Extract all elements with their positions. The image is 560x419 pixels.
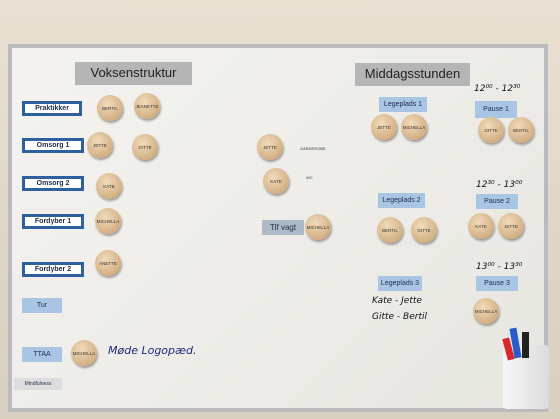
role-label: Fordyber 1 [22, 214, 84, 229]
magnet: MICHELLA [95, 208, 121, 234]
time: 12³⁰ - 13⁰⁰ [476, 180, 523, 190]
magnet: MICHELLA [473, 298, 499, 324]
magnet: JETTE [498, 213, 524, 239]
magnet: MICHELLA [401, 114, 427, 140]
role-label: TTAA [22, 347, 62, 362]
handwritten-note: Kate - Jette [372, 296, 422, 306]
role-label: Praktikker [22, 101, 82, 116]
role-label: Mindfulness [14, 378, 62, 390]
role-label: Fordyber 2 [22, 262, 84, 277]
magnet: GITTE [132, 134, 158, 160]
role-label: Omsorg 1 [22, 138, 84, 153]
magnet: GITTE [411, 217, 437, 243]
magnet: JETTE [257, 134, 283, 160]
break-label: Pause 1 [475, 101, 517, 118]
note: WC [306, 175, 313, 180]
note: GARDEROBE [300, 146, 326, 151]
playground-label: Legeplads 3 [378, 276, 422, 291]
role-label: Omsorg 2 [22, 176, 84, 191]
magnet: JEANETTE [134, 93, 160, 119]
magnet: BERTIL [377, 217, 403, 243]
handwritten-note: Gitte - Bertil [372, 312, 427, 322]
magnet: BERTIL [97, 95, 123, 121]
magnet: KATE [263, 168, 289, 194]
magnet: KATE [96, 173, 122, 199]
playground-label: Legeplads 2 [378, 193, 425, 208]
break-label: Pause 3 [476, 276, 518, 291]
label: Tlf vagt [262, 220, 304, 235]
magnet: MICHELLA [305, 214, 331, 240]
time: 12⁰⁰ - 12³⁰ [474, 84, 521, 94]
magnet: KATE [468, 213, 494, 239]
role-label: Tur [22, 298, 62, 313]
handwritten-note: Møde Logopæd. [108, 344, 197, 357]
magnet: GITTE [478, 117, 504, 143]
magnet: JETTE [87, 132, 113, 158]
playground-label: Legeplads 1 [379, 97, 427, 112]
marker [522, 332, 529, 358]
magnet: BERTIL [508, 117, 534, 143]
magnet: ANETTE [95, 250, 121, 276]
magnet: MICHELLA [71, 340, 97, 366]
magnet: JETTE [371, 114, 397, 140]
header: Voksenstruktur [75, 62, 192, 85]
header: Middagsstunden [355, 63, 470, 86]
time: 13⁰⁰ - 13³⁰ [476, 262, 523, 272]
break-label: Pause 2 [476, 194, 518, 209]
